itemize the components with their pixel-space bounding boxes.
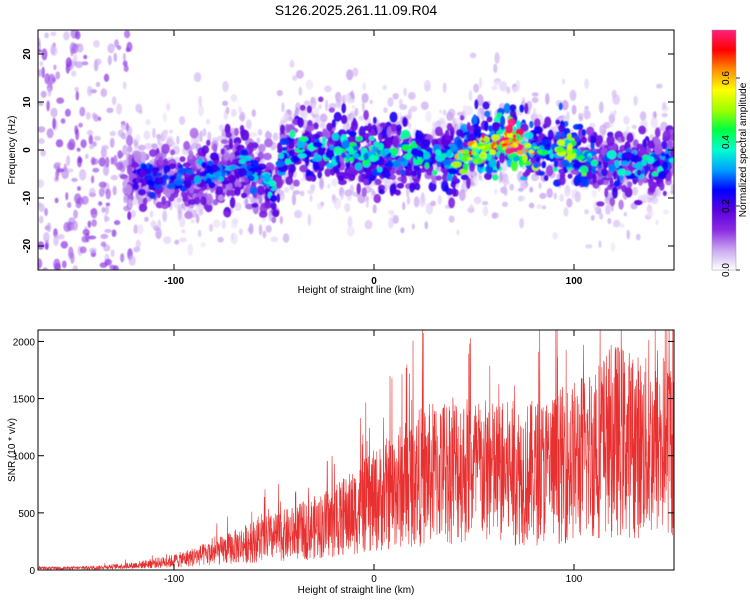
colorbar-label: Normalized spectral amplitude bbox=[738, 82, 749, 217]
snr-y-tick-label: 500 bbox=[18, 509, 35, 520]
snr-series-line bbox=[38, 330, 674, 570]
heatmap-y-label: Frequency (Hz) bbox=[7, 116, 18, 185]
colorbar-tick-label: 0.4 bbox=[721, 135, 732, 149]
snr-y-tick-label: 1500 bbox=[13, 395, 36, 406]
snr-x-tick-label: 100 bbox=[566, 574, 583, 585]
snr-x-tick-label: 0 bbox=[371, 574, 377, 585]
snr-x-label: Height of straight line (km) bbox=[298, 585, 415, 596]
colorbar-frame bbox=[711, 29, 737, 271]
colorbar-ticks: 0.0 0.2 0.4 0.6 bbox=[721, 71, 740, 277]
colorbar-tick-label: 0.0 bbox=[721, 263, 732, 277]
heatmap-x-tick-label: -100 bbox=[164, 276, 184, 287]
snr-x-tick-label: -100 bbox=[164, 574, 184, 585]
colorbar-gradient bbox=[712, 30, 736, 270]
heatmap-spectral-blobs bbox=[38, 30, 674, 270]
page-title: S126.2025.261.11.09.R04 bbox=[274, 2, 438, 18]
snr-y-tick-label: 2000 bbox=[13, 337, 36, 348]
colorbar-tick-label: 0.6 bbox=[721, 71, 732, 85]
colorbar: 0.0 0.2 0.4 0.6 Normalized spectral amplitu… bbox=[711, 29, 749, 277]
heatmap-x-tick-label: 0 bbox=[371, 276, 377, 287]
heatmap-y-tick-label: 0 bbox=[22, 147, 33, 153]
snr-y-tick-label: 1000 bbox=[13, 452, 36, 463]
heatmap-y-tick-label: 20 bbox=[22, 48, 33, 60]
snr-y-label: SNR (10 * v/v) bbox=[7, 418, 18, 482]
heatmap-y-tick-label: 10 bbox=[22, 96, 33, 108]
snr-frame bbox=[37, 329, 675, 571]
heatmap-y-tick-label: -20 bbox=[22, 238, 33, 253]
heatmap-x-label: Height of straight line (km) bbox=[298, 285, 415, 296]
heatmap-x-tick-label: 100 bbox=[566, 276, 583, 287]
snr-y-tick-label: 0 bbox=[29, 566, 35, 577]
heatmap-y-tick-label: -10 bbox=[22, 190, 33, 205]
colorbar-tick-label: 0.2 bbox=[721, 199, 732, 213]
